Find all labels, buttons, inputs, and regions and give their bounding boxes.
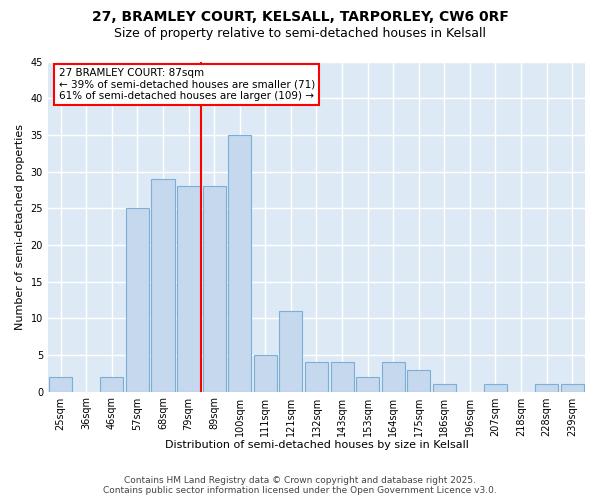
Text: Contains HM Land Registry data © Crown copyright and database right 2025.
Contai: Contains HM Land Registry data © Crown c… <box>103 476 497 495</box>
Y-axis label: Number of semi-detached properties: Number of semi-detached properties <box>15 124 25 330</box>
Bar <box>535 384 558 392</box>
Bar <box>49 377 72 392</box>
Bar <box>126 208 149 392</box>
Text: 27 BRAMLEY COURT: 87sqm
← 39% of semi-detached houses are smaller (71)
61% of se: 27 BRAMLEY COURT: 87sqm ← 39% of semi-de… <box>59 68 315 102</box>
Bar <box>356 377 379 392</box>
Bar <box>177 186 200 392</box>
Bar <box>433 384 456 392</box>
Bar <box>561 384 584 392</box>
X-axis label: Distribution of semi-detached houses by size in Kelsall: Distribution of semi-detached houses by … <box>164 440 469 450</box>
Text: Size of property relative to semi-detached houses in Kelsall: Size of property relative to semi-detach… <box>114 28 486 40</box>
Bar <box>382 362 404 392</box>
Bar <box>484 384 507 392</box>
Bar <box>407 370 430 392</box>
Bar <box>254 355 277 392</box>
Bar <box>331 362 353 392</box>
Bar <box>305 362 328 392</box>
Text: 27, BRAMLEY COURT, KELSALL, TARPORLEY, CW6 0RF: 27, BRAMLEY COURT, KELSALL, TARPORLEY, C… <box>92 10 508 24</box>
Bar <box>151 179 175 392</box>
Bar <box>228 135 251 392</box>
Bar <box>203 186 226 392</box>
Bar <box>100 377 124 392</box>
Bar <box>280 311 302 392</box>
